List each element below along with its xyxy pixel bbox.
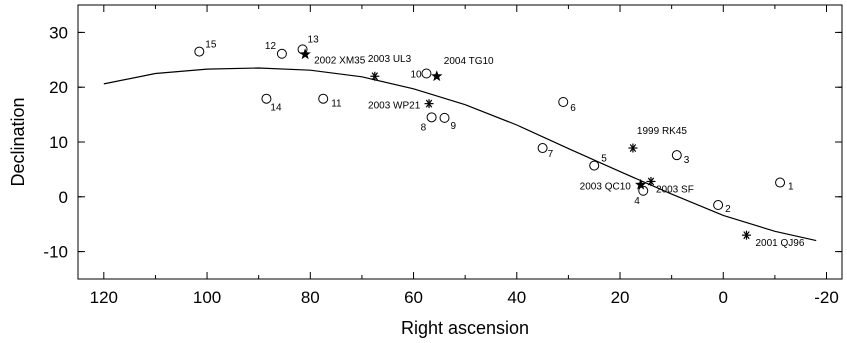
point-label: 14 xyxy=(270,103,282,114)
point-label: 7 xyxy=(548,149,554,160)
plot-frame xyxy=(77,4,843,280)
circle-point xyxy=(194,46,205,57)
circle-point xyxy=(276,48,287,59)
asterisk-point xyxy=(646,176,656,186)
point-label: 2003 WP21 xyxy=(368,101,421,112)
point-label: 5 xyxy=(601,154,607,165)
point-label: 1999 RK45 xyxy=(637,126,687,137)
point-label: 2003 QC10 xyxy=(580,182,632,193)
x-tick-label: 40 xyxy=(507,288,526,307)
circle-point xyxy=(589,160,600,171)
star-point xyxy=(299,48,311,60)
data-points-layer xyxy=(194,44,786,240)
point-label: 2 xyxy=(725,204,731,215)
star-point xyxy=(635,178,647,190)
x-tick-label: -20 xyxy=(814,288,839,307)
circle-point xyxy=(775,177,786,188)
y-tick-label: -10 xyxy=(43,243,68,262)
x-tick-label: 0 xyxy=(719,288,728,307)
circle-point xyxy=(537,143,548,154)
point-label: 1 xyxy=(788,182,794,193)
point-label: 10 xyxy=(410,70,422,81)
circle-point xyxy=(671,150,682,161)
point-label: 4 xyxy=(634,196,640,207)
x-tick-label: 80 xyxy=(301,288,320,307)
point-label: 2004 TG10 xyxy=(444,56,494,67)
x-axis-title: Right ascension xyxy=(401,318,529,338)
point-label: 2001 QJ96 xyxy=(756,238,805,249)
asterisk-point xyxy=(742,230,751,240)
circle-point xyxy=(261,93,272,104)
x-tick-label: 20 xyxy=(611,288,630,307)
x-axis: 120 100 80 60 40 20 0 -20 xyxy=(90,5,839,307)
circle-point xyxy=(421,68,432,79)
point-label: 6 xyxy=(570,103,576,114)
y-tick-label: 10 xyxy=(49,133,68,152)
asterisk-point xyxy=(370,71,380,81)
point-label: 2003 SF xyxy=(656,184,694,195)
x-tick-label: 60 xyxy=(404,288,423,307)
point-label: 2003 UL3 xyxy=(368,54,412,65)
y-axis: -10 0 10 20 30 xyxy=(43,23,842,262)
point-label: 8 xyxy=(421,122,427,133)
point-label: 12 xyxy=(265,41,277,52)
point-label: 3 xyxy=(684,155,690,166)
x-tick-label: 100 xyxy=(193,288,221,307)
y-tick-label: 20 xyxy=(49,78,68,97)
x-tick-label: 120 xyxy=(90,288,118,307)
circle-point xyxy=(318,93,329,104)
point-label: 11 xyxy=(331,99,342,110)
star-point xyxy=(431,70,443,82)
fit-curve xyxy=(103,67,817,242)
circle-point xyxy=(713,200,724,211)
asterisk-point xyxy=(628,143,638,153)
point-label: 9 xyxy=(451,121,457,132)
point-label: 2002 XM35 xyxy=(314,55,366,66)
y-tick-label: 0 xyxy=(59,188,68,207)
circle-point xyxy=(426,112,437,123)
asterisk-point xyxy=(424,99,434,109)
circle-point xyxy=(439,112,450,123)
point-label: 13 xyxy=(308,34,320,45)
point-label: 15 xyxy=(205,40,217,51)
fit-curve-layer xyxy=(103,67,817,242)
y-tick-label: 30 xyxy=(49,23,68,42)
circle-point xyxy=(558,96,569,107)
y-axis-title: Declination xyxy=(8,97,28,186)
